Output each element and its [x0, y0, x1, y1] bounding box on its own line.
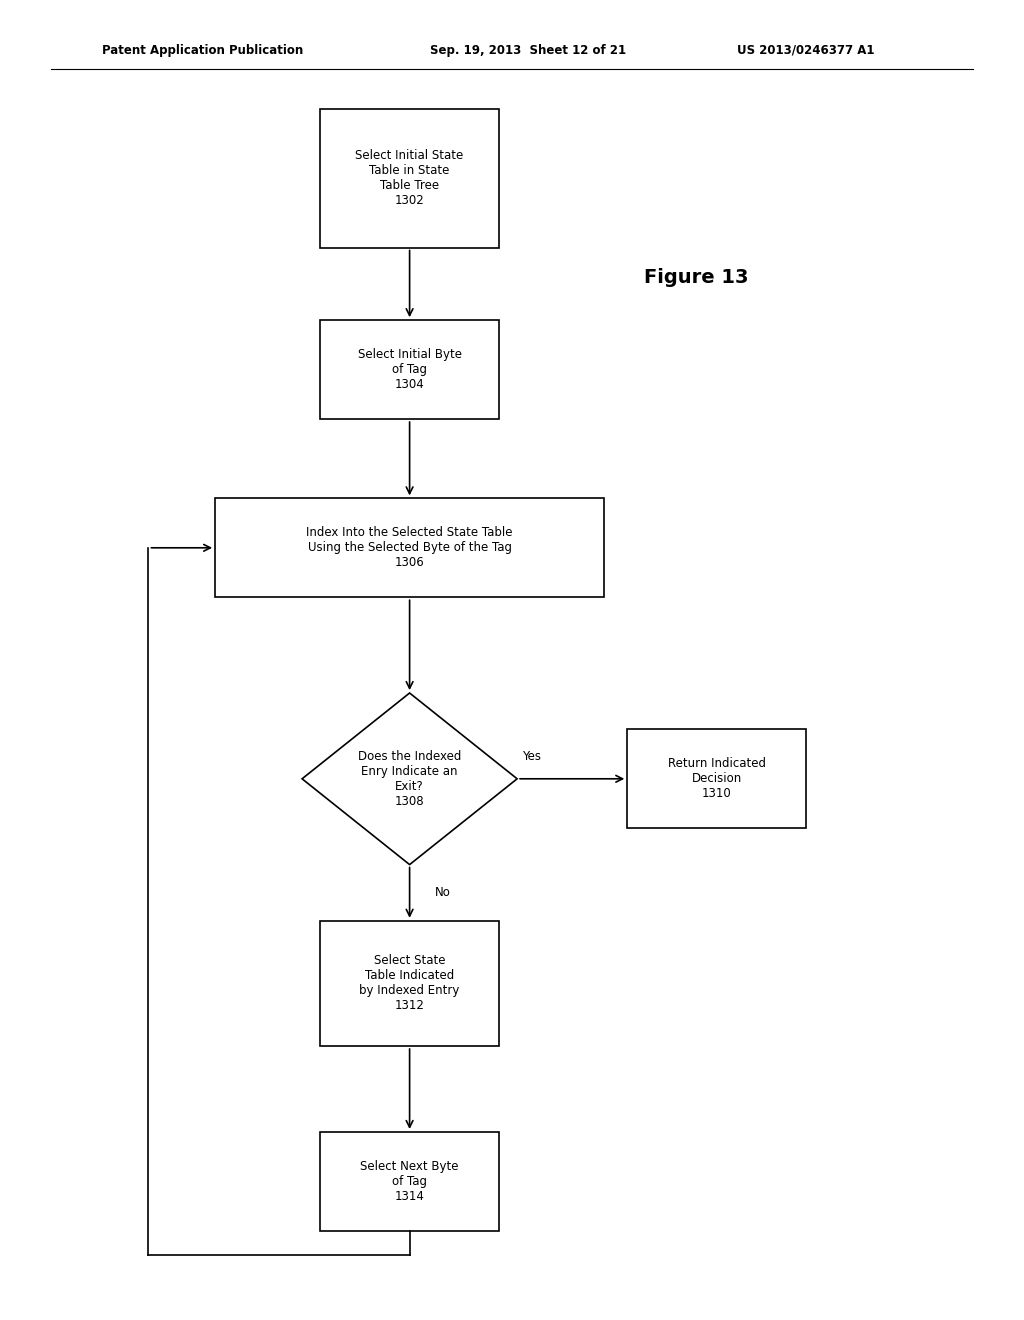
Bar — [319, 321, 500, 420]
Text: Select Initial State
Table in State
Table Tree
1302: Select Initial State Table in State Tabl… — [355, 149, 464, 207]
Bar — [319, 110, 500, 248]
Text: Select Initial Byte
of Tag
1304: Select Initial Byte of Tag 1304 — [357, 348, 462, 391]
Bar — [627, 729, 806, 829]
Text: Patent Application Publication: Patent Application Publication — [102, 44, 304, 57]
Polygon shape — [302, 693, 517, 865]
Text: US 2013/0246377 A1: US 2013/0246377 A1 — [737, 44, 874, 57]
Text: No: No — [435, 886, 452, 899]
Text: Index Into the Selected State Table
Using the Selected Byte of the Tag
1306: Index Into the Selected State Table Usin… — [306, 527, 513, 569]
Bar — [319, 921, 500, 1045]
Text: Select Next Byte
of Tag
1314: Select Next Byte of Tag 1314 — [360, 1160, 459, 1203]
Text: Return Indicated
Decision
1310: Return Indicated Decision 1310 — [668, 758, 766, 800]
Bar — [319, 1131, 500, 1230]
Text: Does the Indexed
Enry Indicate an
Exit?
1308: Does the Indexed Enry Indicate an Exit? … — [358, 750, 461, 808]
Bar — [215, 499, 604, 597]
Text: Select State
Table Indicated
by Indexed Entry
1312: Select State Table Indicated by Indexed … — [359, 954, 460, 1012]
Text: Figure 13: Figure 13 — [644, 268, 749, 286]
Text: Sep. 19, 2013  Sheet 12 of 21: Sep. 19, 2013 Sheet 12 of 21 — [430, 44, 627, 57]
Text: Yes: Yes — [521, 750, 541, 763]
